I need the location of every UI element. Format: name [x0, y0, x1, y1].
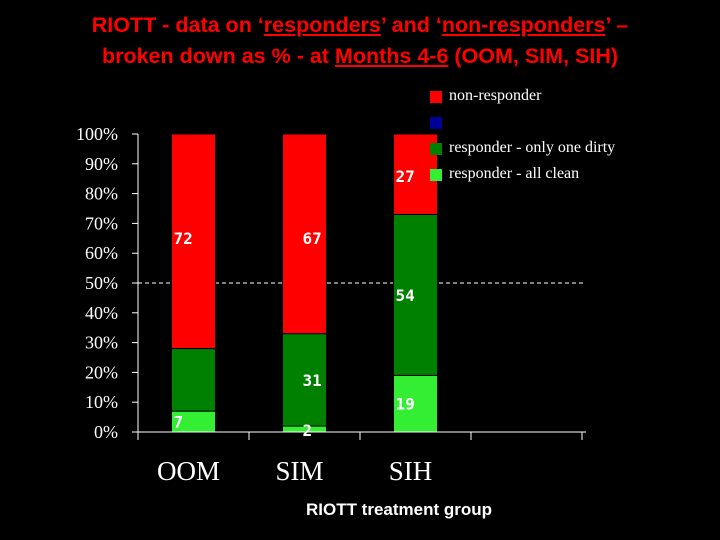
legend-swatch — [430, 91, 442, 103]
bar-segment — [282, 333, 327, 427]
y-tick-label: 70% — [85, 213, 118, 233]
y-tick-label: 80% — [85, 184, 118, 204]
legend-swatch — [430, 143, 442, 155]
y-tick-label: 40% — [85, 303, 118, 323]
legend-label: non-responder — [449, 87, 542, 104]
data-label: 31 — [303, 371, 322, 390]
legend-label: responder - all clean — [449, 165, 580, 182]
y-tick-label: 30% — [85, 333, 118, 353]
legend-swatch — [430, 117, 442, 129]
bar-segment — [393, 213, 438, 376]
y-tick-label: 90% — [85, 154, 118, 174]
y-tick-label: 50% — [85, 273, 118, 293]
y-tick-label: 20% — [85, 362, 118, 382]
data-label: 67 — [303, 229, 322, 248]
title-line-1: RIOTT - data on ‘responders’ and ‘non-re… — [91, 13, 629, 37]
data-label: 27 — [396, 167, 415, 186]
bar-segment — [171, 348, 216, 412]
data-label: 54 — [396, 286, 415, 305]
y-tick-label: 60% — [85, 243, 118, 263]
x-category-label: SIM — [275, 456, 323, 486]
data-label: 2 — [303, 421, 313, 440]
y-tick-label: 10% — [85, 392, 118, 412]
data-label: 19 — [396, 395, 415, 414]
chart-title: RIOTT - data on ‘responders’ and ‘non-re… — [0, 10, 720, 72]
bar-segment — [171, 133, 216, 350]
bar-segment — [282, 133, 327, 335]
x-category-label: OOM — [157, 456, 220, 486]
legend-swatch — [430, 169, 442, 181]
legend-label: responder - only one dirty — [449, 139, 616, 156]
data-label: 7 — [174, 413, 184, 432]
y-tick-label: 0% — [94, 422, 118, 442]
title-line-2: broken down as % - at Months 4-6 (OOM, S… — [101, 44, 619, 68]
x-category-label: SIH — [389, 456, 433, 486]
y-tick-label: 100% — [76, 124, 118, 144]
data-label: 72 — [174, 229, 193, 248]
x-axis-title: RIOTT treatment group — [305, 500, 493, 519]
